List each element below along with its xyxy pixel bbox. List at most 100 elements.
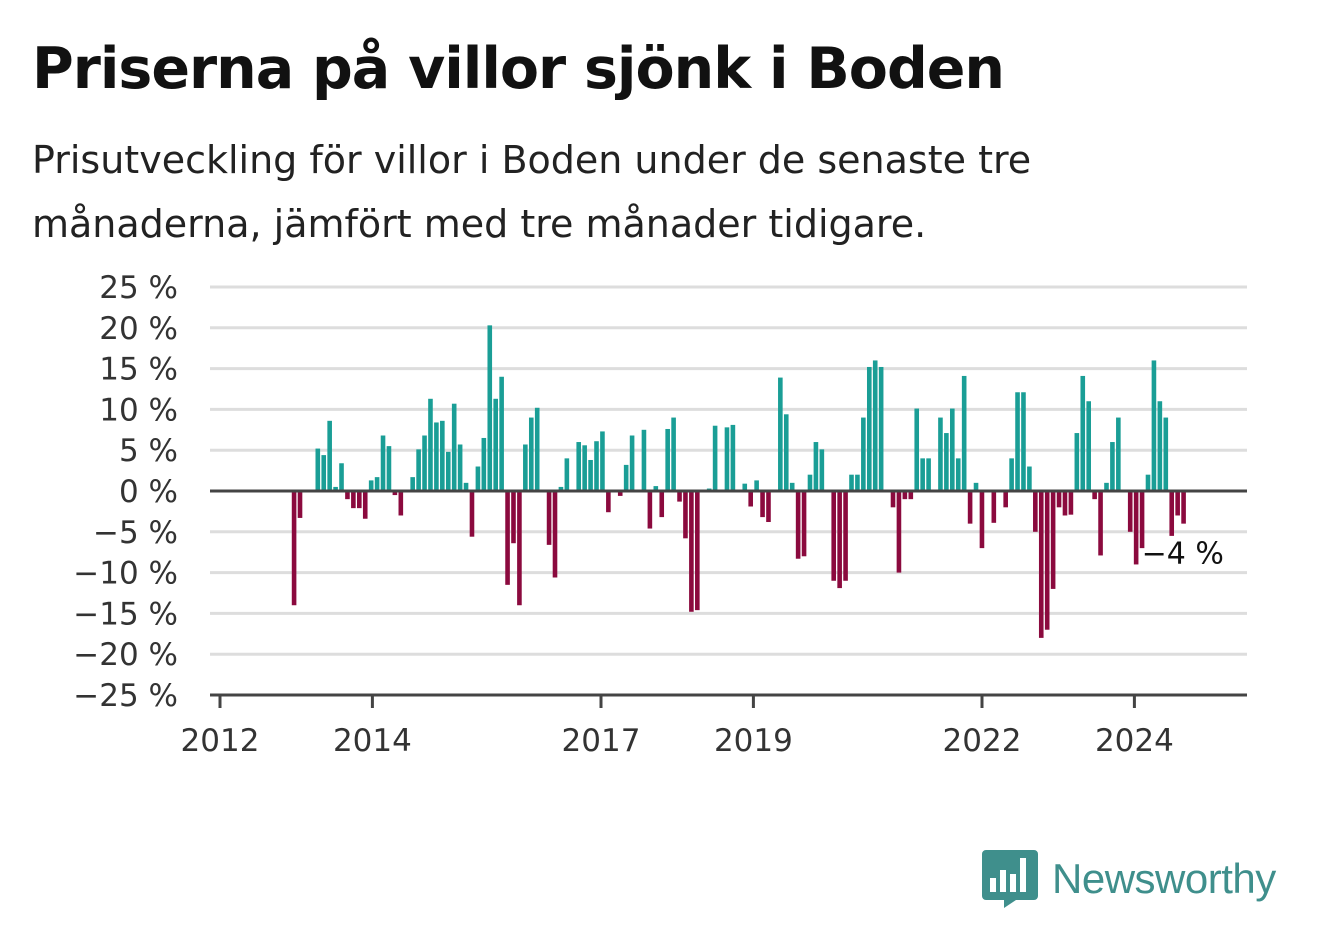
bar	[647, 491, 653, 529]
bar	[1056, 491, 1062, 508]
bar	[795, 491, 801, 559]
bar	[979, 491, 985, 549]
bar	[1038, 491, 1044, 638]
bar	[926, 458, 931, 491]
y-tick-label: −5 %	[93, 515, 178, 551]
bar	[546, 491, 552, 545]
bar	[552, 491, 558, 578]
bar	[950, 408, 955, 491]
bar	[1145, 474, 1151, 491]
bar	[558, 486, 564, 491]
bar	[766, 491, 771, 523]
bar	[742, 483, 748, 491]
bar	[955, 458, 961, 491]
x-axis-labels: 2012 2014 2017 2019 2022 2024	[181, 723, 1174, 759]
bar	[623, 464, 629, 491]
y-tick-label: −20 %	[73, 637, 178, 673]
bar	[866, 366, 872, 491]
bar	[362, 491, 368, 519]
bar	[600, 431, 605, 491]
bar	[653, 486, 659, 491]
bar	[760, 491, 765, 518]
bar	[416, 449, 421, 491]
bar	[1027, 466, 1032, 491]
bar	[1181, 491, 1186, 524]
bar	[1098, 491, 1103, 556]
bar	[505, 491, 510, 585]
axes	[210, 489, 1247, 708]
bar	[641, 429, 647, 491]
bar	[440, 420, 445, 491]
bar	[665, 428, 670, 491]
bar	[878, 366, 884, 491]
bar	[499, 376, 504, 491]
bar	[789, 482, 795, 491]
bar	[890, 491, 896, 508]
y-tick-label: 20 %	[99, 311, 178, 347]
bar	[1110, 442, 1115, 491]
bar-chart: 25 % 20 % 15 % 10 % 5 % 0 % −5 % −10 % −15 % −20 …	[73, 270, 1247, 759]
chart-subtitle: Prisutveckling för villor i Boden under …	[32, 138, 1032, 246]
bar	[445, 451, 451, 491]
bar	[606, 491, 611, 513]
bar	[837, 491, 842, 589]
bar	[689, 491, 694, 612]
bar	[451, 403, 457, 491]
bar	[695, 491, 700, 611]
bar	[368, 480, 374, 491]
bar	[617, 491, 623, 496]
x-tick-label: 2014	[333, 723, 412, 759]
bar	[1062, 491, 1068, 516]
bar	[855, 474, 860, 491]
x-tick-label: 2019	[714, 723, 793, 759]
bar	[1033, 491, 1038, 532]
bar	[872, 360, 878, 491]
y-tick-label: 0 %	[119, 474, 178, 510]
y-tick-label: 5 %	[119, 433, 178, 469]
bar	[588, 459, 593, 491]
bar	[1175, 491, 1180, 516]
bar	[428, 398, 433, 491]
bar	[327, 420, 332, 491]
bar	[944, 433, 949, 491]
bar	[754, 480, 759, 491]
bar	[807, 474, 813, 491]
bar	[523, 444, 528, 491]
bar	[991, 491, 997, 523]
y-tick-label: −15 %	[73, 596, 178, 632]
bar	[1139, 491, 1145, 549]
bar	[778, 377, 783, 491]
bar	[469, 491, 475, 537]
bar	[1092, 491, 1097, 500]
bar	[1003, 491, 1008, 508]
bar	[1104, 482, 1109, 491]
bar	[1009, 458, 1014, 491]
bar	[351, 491, 356, 509]
bar	[849, 474, 854, 491]
bar	[475, 466, 481, 491]
y-tick-label: 15 %	[99, 352, 178, 388]
bar	[659, 491, 665, 518]
bar	[374, 477, 380, 491]
bar	[908, 491, 914, 500]
bar	[712, 425, 718, 491]
bar	[534, 407, 540, 491]
bar	[1163, 417, 1169, 491]
bar	[861, 417, 866, 491]
bar	[1086, 401, 1091, 491]
bar	[831, 491, 837, 581]
bar	[564, 458, 570, 491]
bar	[576, 442, 582, 491]
bar	[1127, 491, 1133, 532]
y-tick-label: 10 %	[99, 392, 178, 428]
y-tick-label: −25 %	[73, 678, 178, 714]
bar	[392, 491, 398, 496]
bar	[724, 427, 730, 491]
bar	[920, 458, 925, 491]
bar	[677, 491, 682, 502]
x-tick-label: 2024	[1095, 723, 1174, 759]
bar	[938, 417, 943, 491]
bar	[902, 491, 908, 500]
bar	[398, 491, 404, 516]
bar	[493, 398, 498, 491]
